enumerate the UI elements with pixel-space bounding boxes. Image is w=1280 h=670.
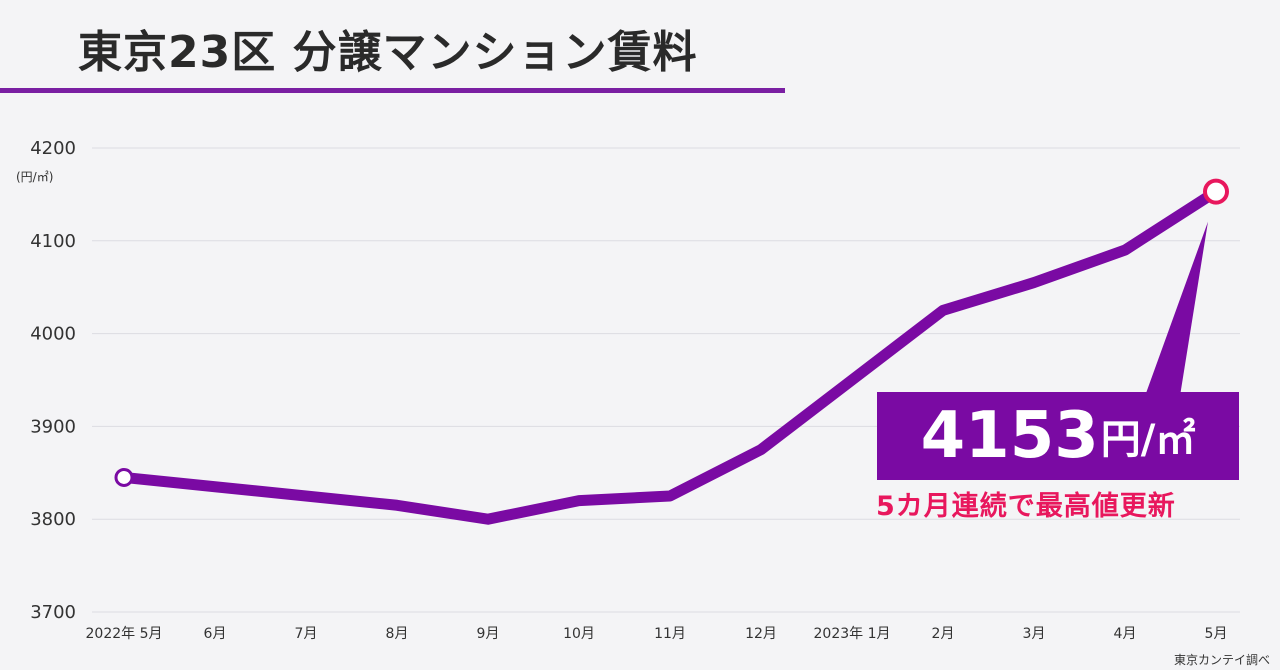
x-tick-label-1: 6月	[204, 626, 227, 642]
x-tick-label-3: 8月	[386, 626, 409, 642]
source-note: 東京カンテイ調べ	[1173, 653, 1270, 667]
x-tick-label-12: 5月	[1205, 626, 1228, 642]
data-point-0	[114, 467, 134, 487]
value-callout: 4153 円/㎡	[877, 392, 1239, 480]
x-axis-ticks: 2022年 5月 6月 7月 8月 9月 10月 11月 12月 2023年 1月 2月 3月 4月 5…	[86, 626, 1228, 642]
y-tick-label-4100: 4100	[30, 231, 76, 252]
title-underline	[0, 88, 785, 93]
x-tick-label-5: 10月	[563, 626, 595, 642]
x-tick-label-0: 2022年 5月	[86, 626, 163, 642]
x-tick-label-4: 9月	[477, 626, 500, 642]
y-axis-ticks: 3700 3800 3900 4000 4100 4200	[30, 138, 76, 623]
callout-pointer-wedge	[1145, 221, 1208, 396]
x-tick-label-9: 2月	[932, 626, 955, 642]
x-tick-label-10: 3月	[1023, 626, 1046, 642]
markers-group	[114, 178, 1229, 520]
y-tick-label-3900: 3900	[30, 416, 76, 437]
grid-lines	[92, 147, 1240, 613]
callout-unit: 円/㎡	[1100, 417, 1196, 463]
x-tick-label-2: 7月	[295, 626, 318, 642]
callout-value: 4153	[920, 399, 1099, 473]
x-tick-label-6: 11月	[654, 626, 686, 642]
y-tick-label-3800: 3800	[30, 509, 76, 530]
y-tick-label-4000: 4000	[30, 324, 76, 345]
x-tick-label-7: 12月	[745, 626, 777, 642]
y-tick-label-4200: 4200	[30, 138, 76, 159]
callout-subtitle: 5カ月連続で最高値更新	[876, 491, 1176, 522]
x-tick-label-8: 2023年 1月	[814, 626, 891, 642]
y-tick-label-3700: 3700	[30, 602, 76, 623]
y-axis-unit-label: (円/㎡)	[16, 170, 54, 184]
x-tick-label-11: 4月	[1114, 626, 1137, 642]
data-point-12	[1203, 178, 1229, 205]
chart-title: 東京23区 分譲マンション賃料	[78, 27, 698, 78]
